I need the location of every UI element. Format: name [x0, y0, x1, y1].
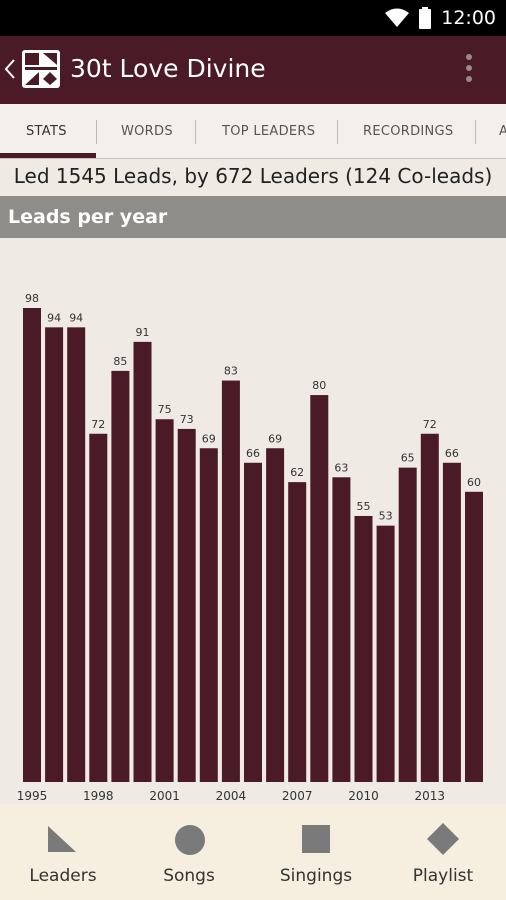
bottom-nav: Leaders Songs Singings Playlist	[0, 804, 506, 900]
wifi-icon	[385, 8, 410, 27]
bar-2013	[420, 433, 439, 782]
bar-2005	[244, 462, 262, 782]
nav-leaders[interactable]: Leaders	[0, 804, 126, 900]
leads-per-year-chart: 98 94 94 72 85 91 75 73 69 83 66 69 62 80 63 55 53 65 72 66…	[17, 292, 483, 803]
triangle-icon	[48, 826, 76, 852]
x-tick-label: 2013	[415, 789, 446, 803]
bar-2004	[221, 380, 240, 782]
diamond-icon	[427, 823, 459, 855]
tab-divider	[96, 120, 97, 144]
bar-value-label: 83	[224, 365, 238, 378]
bar-2010	[354, 515, 373, 782]
battery-icon	[419, 7, 432, 29]
bar-2006	[266, 448, 285, 782]
bar-2001	[155, 419, 174, 782]
tab-indicator	[0, 153, 96, 158]
section-header: Leads per year	[0, 196, 506, 238]
square-icon	[302, 825, 330, 853]
tab-partial[interactable]: A	[499, 124, 506, 139]
nav-label: Leaders	[29, 866, 97, 886]
bar-1998	[89, 433, 108, 782]
bar-2012	[398, 467, 417, 782]
x-tick-label: 2010	[348, 789, 379, 803]
bar-value-label: 63	[334, 461, 348, 474]
app-logo[interactable]	[22, 50, 60, 88]
status-bar: 12:00	[0, 0, 506, 36]
bar-value-label: 72	[91, 418, 105, 431]
bar-2003	[199, 448, 218, 782]
bar-value-label: 66	[445, 447, 459, 460]
nav-songs[interactable]: Songs	[126, 804, 252, 900]
status-icons: 12:00	[385, 7, 496, 29]
bar-value-label: 66	[246, 447, 260, 460]
x-tick-label: 1995	[17, 789, 48, 803]
shape-note-logo-icon	[25, 53, 57, 85]
bar-value-label: 65	[401, 452, 415, 465]
bar-value-label: 75	[158, 403, 172, 416]
bar-value-label: 69	[202, 432, 216, 445]
bar-1996	[45, 327, 64, 782]
bar-2009	[332, 477, 351, 782]
bar-2015	[465, 491, 483, 782]
app-bar: 30t Love Divine	[0, 36, 506, 104]
bar-value-label: 72	[423, 418, 437, 431]
bar-2007	[288, 482, 307, 782]
back-chevron-icon[interactable]	[4, 58, 16, 80]
stats-summary: Led 1545 Leads, by 672 Leaders (124 Co-l…	[13, 164, 493, 188]
nav-playlist[interactable]: Playlist	[380, 804, 506, 900]
nav-singings[interactable]: Singings	[253, 804, 379, 900]
nav-label: Songs	[163, 866, 215, 886]
bar-value-label: 94	[47, 311, 61, 324]
bar-2014	[442, 462, 461, 782]
nav-label: Playlist	[412, 866, 474, 886]
bar-2008	[310, 395, 329, 782]
tab-bar: STATS WORDS TOP LEADERS RECORDINGS A	[0, 104, 506, 159]
x-tick-label: 2004	[216, 789, 247, 803]
bar-2002	[177, 428, 196, 782]
overflow-menu-icon[interactable]	[466, 54, 472, 87]
bar-value-label: 98	[25, 292, 39, 305]
bar-value-label: 73	[180, 413, 194, 426]
tab-divider	[337, 120, 338, 144]
x-tick-label: 2001	[149, 789, 180, 803]
nav-label: Singings	[279, 866, 353, 886]
bar-value-label: 62	[290, 466, 304, 479]
tab-divider	[475, 120, 476, 144]
x-tick-label: 1998	[83, 789, 114, 803]
bar-value-label: 60	[467, 476, 481, 489]
page-title: 30t Love Divine	[70, 54, 266, 83]
tab-stats[interactable]: STATS	[26, 124, 67, 139]
tab-words[interactable]: WORDS	[121, 124, 173, 139]
bar-value-label: 91	[136, 326, 150, 339]
bar-value-label: 53	[379, 510, 393, 523]
bar-value-label: 55	[357, 500, 371, 513]
bar-value-label: 69	[268, 432, 282, 445]
bar-value-label: 94	[69, 311, 83, 324]
tab-divider	[195, 120, 196, 144]
tab-top-leaders[interactable]: TOP LEADERS	[222, 124, 316, 139]
circle-icon	[175, 825, 205, 855]
bar-value-label: 85	[113, 355, 127, 368]
bar-2000	[133, 341, 152, 782]
status-time: 12:00	[441, 7, 496, 29]
tab-recordings[interactable]: RECORDINGS	[363, 124, 454, 139]
x-tick-label: 2007	[282, 789, 313, 803]
bar-1999	[111, 370, 130, 782]
bar-1997	[67, 327, 86, 782]
bar-2011	[376, 525, 395, 782]
bar-value-label: 80	[312, 379, 326, 392]
bar-1995	[23, 308, 41, 782]
